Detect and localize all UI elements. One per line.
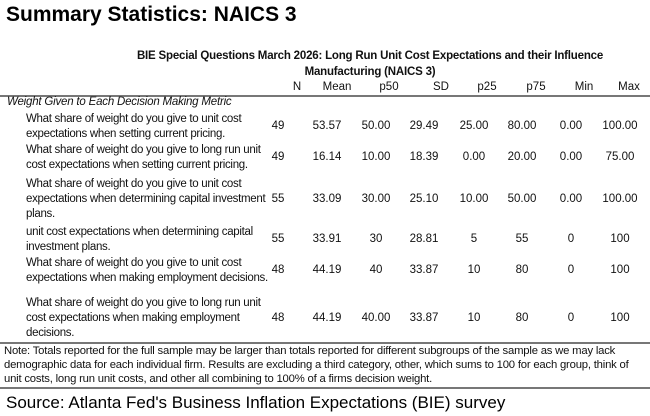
page-title: Summary Statistics: NAICS 3 xyxy=(6,3,297,26)
cell-p50: 40.00 xyxy=(361,311,391,324)
column-header-n: N xyxy=(292,81,302,93)
cell-max: 100 xyxy=(610,311,630,324)
cell-p50: 10.00 xyxy=(361,151,391,163)
cell-n: 55 xyxy=(271,192,285,205)
cell-max: 75.00 xyxy=(605,151,635,163)
cell-max: 100.00 xyxy=(602,192,638,205)
cell-p75: 80.00 xyxy=(507,120,537,132)
cell-p75: 20.00 xyxy=(507,151,537,163)
cell-p25: 0.00 xyxy=(462,151,486,163)
row-label: What share of weight do you give to unit… xyxy=(26,178,266,220)
column-header-p25: p25 xyxy=(477,81,497,93)
source-text: Source: Atlanta Fed's Business Inflation… xyxy=(6,393,506,412)
cell-p75: 55 xyxy=(515,233,529,245)
cell-n: 49 xyxy=(271,120,285,132)
group-label: Weight Given to Each Decision Making Met… xyxy=(7,96,232,108)
column-header-sd: SD xyxy=(433,81,449,93)
header-divider xyxy=(0,95,650,97)
cell-p25: 10.00 xyxy=(459,192,489,205)
row-label: What share of weight do you give to long… xyxy=(26,297,261,339)
column-header-p75: p75 xyxy=(526,81,546,93)
cell-p50: 40 xyxy=(369,264,383,276)
table-divider xyxy=(0,342,650,344)
column-header-p50: p50 xyxy=(379,81,399,93)
table-note: Note: Totals reported for the full sampl… xyxy=(4,345,629,385)
column-header-mean: Mean xyxy=(322,81,352,93)
cell-sd: 18.39 xyxy=(409,151,439,163)
cell-mean: 44.19 xyxy=(312,311,342,324)
cell-sd: 33.87 xyxy=(409,311,439,324)
cell-min: 0 xyxy=(567,264,575,276)
cell-p25: 10 xyxy=(467,264,481,276)
table-subtitle: Manufacturing (NAICS 3) xyxy=(304,66,436,78)
row-label: What share of weight do you give to long… xyxy=(26,144,261,171)
cell-p75: 50.00 xyxy=(507,192,537,205)
cell-p25: 5 xyxy=(470,233,478,245)
cell-n: 49 xyxy=(271,151,285,163)
cell-sd: 33.87 xyxy=(409,264,439,276)
cell-n: 48 xyxy=(271,311,285,324)
cell-min: 0.00 xyxy=(559,192,583,205)
cell-min: 0.00 xyxy=(559,120,583,132)
note-divider xyxy=(0,387,650,389)
cell-p25: 10 xyxy=(467,311,481,324)
row-label: What share of weight do you give to unit… xyxy=(26,113,242,140)
cell-p75: 80 xyxy=(515,264,529,276)
cell-n: 48 xyxy=(271,264,285,276)
column-header-max: Max xyxy=(618,81,640,93)
cell-max: 100.00 xyxy=(602,120,638,132)
table-title: BIE Special Questions March 2026: Long R… xyxy=(136,50,604,62)
cell-mean: 33.09 xyxy=(312,192,342,205)
cell-mean: 16.14 xyxy=(312,151,342,163)
cell-mean: 53.57 xyxy=(312,120,342,132)
cell-mean: 33.91 xyxy=(312,233,342,245)
column-header-min: Min xyxy=(574,81,594,93)
cell-min: 0.00 xyxy=(559,151,583,163)
cell-p50: 30 xyxy=(369,233,383,245)
row-label: What share of weight do you give to unit… xyxy=(26,257,268,284)
cell-min: 0 xyxy=(567,233,575,245)
cell-p50: 30.00 xyxy=(361,192,391,205)
cell-p50: 50.00 xyxy=(361,120,391,132)
cell-n: 55 xyxy=(271,233,285,245)
cell-sd: 25.10 xyxy=(409,192,439,205)
cell-sd: 28.81 xyxy=(409,233,439,245)
cell-max: 100 xyxy=(610,264,630,276)
cell-max: 100 xyxy=(610,233,630,245)
cell-min: 0 xyxy=(567,311,575,324)
cell-sd: 29.49 xyxy=(409,120,439,132)
cell-mean: 44.19 xyxy=(312,264,342,276)
cell-p25: 25.00 xyxy=(459,120,489,132)
cell-p75: 80 xyxy=(515,311,529,324)
row-label: unit cost expectations when determining … xyxy=(26,226,253,253)
